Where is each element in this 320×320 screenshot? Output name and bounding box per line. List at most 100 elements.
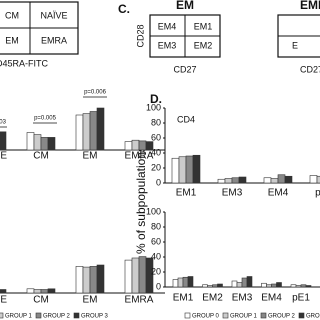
y-tick-label: 80 xyxy=(151,117,161,127)
bar xyxy=(82,266,91,294)
bar xyxy=(96,264,105,294)
bar xyxy=(178,156,187,184)
quadrant-label: EM1 xyxy=(194,21,213,31)
legend-swatch xyxy=(0,312,4,319)
bar xyxy=(124,259,133,294)
axis-label: % of subpopulations xyxy=(134,146,148,254)
bar xyxy=(207,285,213,288)
bar xyxy=(47,288,56,294)
y-tick-label: 40 xyxy=(151,147,161,157)
quadrant-label: E xyxy=(292,40,298,50)
bar xyxy=(271,283,277,288)
legend-label: GROUP 2 xyxy=(268,314,296,320)
x-tick-label: CM xyxy=(33,151,49,162)
bar xyxy=(231,280,238,288)
x-tick-label: EM2 xyxy=(202,293,223,304)
y-tick-label: 0 xyxy=(156,281,161,291)
x-tick-label: NAÏVE xyxy=(0,294,7,306)
x-tick-label: EM3 xyxy=(232,293,253,304)
y-tick-label: 80 xyxy=(151,221,161,231)
bar xyxy=(89,111,98,151)
bar xyxy=(276,282,282,288)
bar xyxy=(192,154,201,184)
axis-label: CD27 xyxy=(173,64,196,74)
x-tick-label: EM xyxy=(83,295,98,306)
bar xyxy=(131,257,140,294)
annotation: p=0.003 xyxy=(0,120,7,126)
bar xyxy=(171,157,180,184)
bar xyxy=(75,114,84,151)
bar xyxy=(182,276,189,288)
bar xyxy=(217,283,223,288)
x-tick-label: pE1 xyxy=(315,188,320,199)
annotation: p=0.005 xyxy=(34,116,57,122)
gate-title: EM xyxy=(176,0,194,12)
annotation: p=0.006 xyxy=(84,90,107,96)
x-tick-label: EMRA xyxy=(125,295,154,306)
legend-swatch xyxy=(222,312,229,319)
bar xyxy=(131,139,140,151)
bar xyxy=(96,107,105,151)
axis-label: CD28 xyxy=(135,24,145,47)
x-tick-label: EM4 xyxy=(261,293,282,304)
bar xyxy=(89,266,98,294)
bar xyxy=(47,137,56,151)
x-tick-label: EM1 xyxy=(176,188,197,199)
legend-swatch xyxy=(73,312,80,319)
bar xyxy=(40,137,49,151)
y-tick-label: 0 xyxy=(156,177,161,187)
bar xyxy=(26,288,35,294)
bar xyxy=(238,176,247,184)
quadrant-label: EMRA xyxy=(41,35,67,45)
bar xyxy=(172,279,179,288)
gate-title: EMRA xyxy=(300,0,320,12)
y-tick-label: 40 xyxy=(151,251,161,261)
bar xyxy=(177,277,184,288)
bar xyxy=(284,175,293,184)
panel-letter: C. xyxy=(118,2,130,16)
x-tick-label: EM3 xyxy=(222,188,243,199)
bar xyxy=(300,284,307,288)
bar xyxy=(290,284,297,288)
quadrant-label: NAÏVE xyxy=(40,10,67,20)
legend-label: GROUP 3 xyxy=(81,314,109,320)
bar xyxy=(187,276,194,288)
quadrant-label: EM2 xyxy=(194,40,213,50)
panel-letter: D. xyxy=(150,92,162,106)
chart-label: CD4 xyxy=(177,114,195,124)
bar xyxy=(305,285,312,288)
quadrant-label: CM xyxy=(5,10,19,20)
y-tick-label: 20 xyxy=(151,266,161,276)
x-tick-label: EM4 xyxy=(268,188,289,199)
bar xyxy=(212,284,218,288)
quadrant-label: EM4 xyxy=(158,21,177,31)
bar xyxy=(263,177,272,184)
bar xyxy=(0,289,7,294)
bar xyxy=(224,178,233,184)
bar xyxy=(246,276,253,288)
y-tick-label: 20 xyxy=(151,162,161,172)
bar xyxy=(145,141,154,151)
bar xyxy=(138,256,147,294)
legend-label: GROUP 1 xyxy=(5,314,33,320)
quadrant-label: EM3 xyxy=(158,40,177,50)
quadrant-label: EM xyxy=(5,35,19,45)
bar xyxy=(185,155,194,184)
legend-label: GROUP 3 xyxy=(306,314,320,320)
bar xyxy=(145,257,154,294)
legend-label: GROUP 1 xyxy=(230,314,258,320)
bar xyxy=(26,132,35,151)
legend-label: GROUP 0 xyxy=(192,314,220,320)
bar xyxy=(138,140,147,151)
x-tick-label: pE1 xyxy=(292,293,310,304)
bar xyxy=(261,282,267,288)
bar xyxy=(309,175,318,184)
y-tick-label: 60 xyxy=(151,236,161,246)
x-tick-label: EM1 xyxy=(173,293,194,304)
bar xyxy=(82,113,91,151)
bar xyxy=(33,289,42,294)
legend-label: GROUP 2 xyxy=(43,314,71,320)
bar xyxy=(295,285,302,288)
